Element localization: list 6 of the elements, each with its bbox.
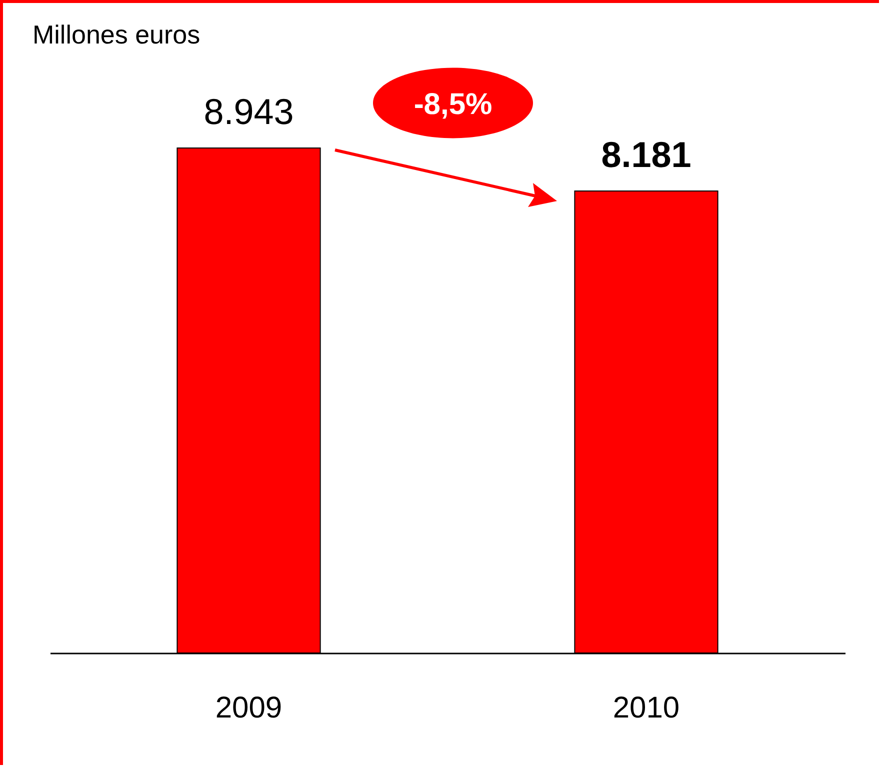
x-tick-label: 2010 <box>612 692 680 724</box>
data-label: 8.943 <box>204 91 294 132</box>
data-label: 8.181 <box>601 134 692 176</box>
text: -8,5% <box>414 88 492 121</box>
y-axis-title: Millones euros <box>32 20 200 50</box>
x-tick-label: 2009 <box>215 692 282 724</box>
